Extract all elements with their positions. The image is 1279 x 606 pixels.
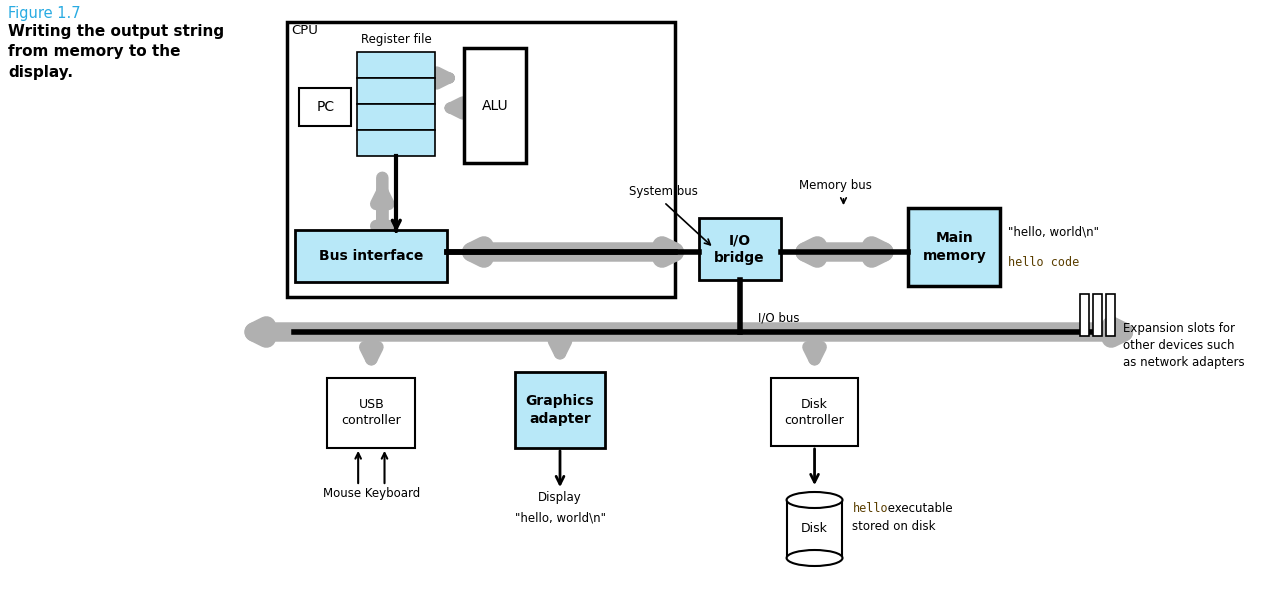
Text: stored on disk: stored on disk (853, 519, 936, 533)
Text: Disk
controller: Disk controller (785, 398, 844, 427)
Bar (787, 500, 843, 558)
Bar (357, 104, 435, 130)
Text: Expansion slots for
other devices such
as network adapters: Expansion slots for other devices such a… (1123, 322, 1244, 369)
Bar (908, 208, 1000, 286)
Bar (288, 22, 675, 297)
Bar (464, 48, 526, 163)
Text: Writing the output string
from memory to the
display.: Writing the output string from memory to… (8, 24, 224, 80)
Text: Figure 1.7: Figure 1.7 (8, 6, 81, 21)
Text: Register file: Register file (361, 33, 432, 46)
Bar (357, 78, 435, 104)
Text: Mouse Keyboard: Mouse Keyboard (322, 487, 420, 501)
Bar (515, 372, 605, 448)
Text: I/O
bridge: I/O bridge (715, 233, 765, 265)
Bar (771, 378, 858, 446)
Text: executable: executable (884, 502, 953, 514)
Bar (327, 378, 416, 448)
Text: Memory bus: Memory bus (798, 179, 871, 193)
Text: "hello, world\n": "hello, world\n" (514, 511, 605, 525)
Text: "hello, world\n": "hello, world\n" (1008, 225, 1099, 239)
Text: PC: PC (316, 100, 335, 114)
Bar (295, 230, 448, 282)
Text: Graphics
adapter: Graphics adapter (526, 395, 595, 425)
Ellipse shape (787, 492, 843, 508)
Bar (1079, 294, 1088, 336)
Text: Main
memory: Main memory (922, 231, 986, 262)
Text: USB
controller: USB controller (341, 399, 402, 427)
Bar (299, 88, 352, 126)
Text: I/O bus: I/O bus (757, 311, 799, 324)
Bar (357, 130, 435, 156)
Bar (1094, 294, 1102, 336)
Text: hello: hello (853, 502, 888, 514)
Text: Bus interface: Bus interface (320, 249, 423, 263)
Text: CPU: CPU (292, 24, 318, 37)
Text: Display: Display (538, 491, 582, 505)
Bar (1106, 294, 1115, 336)
Text: ALU: ALU (482, 99, 509, 113)
Bar (357, 52, 435, 78)
Ellipse shape (787, 550, 843, 566)
Text: Disk: Disk (801, 522, 828, 536)
Bar (698, 218, 780, 280)
Text: System bus: System bus (629, 185, 698, 199)
Text: hello code: hello code (1008, 256, 1079, 270)
